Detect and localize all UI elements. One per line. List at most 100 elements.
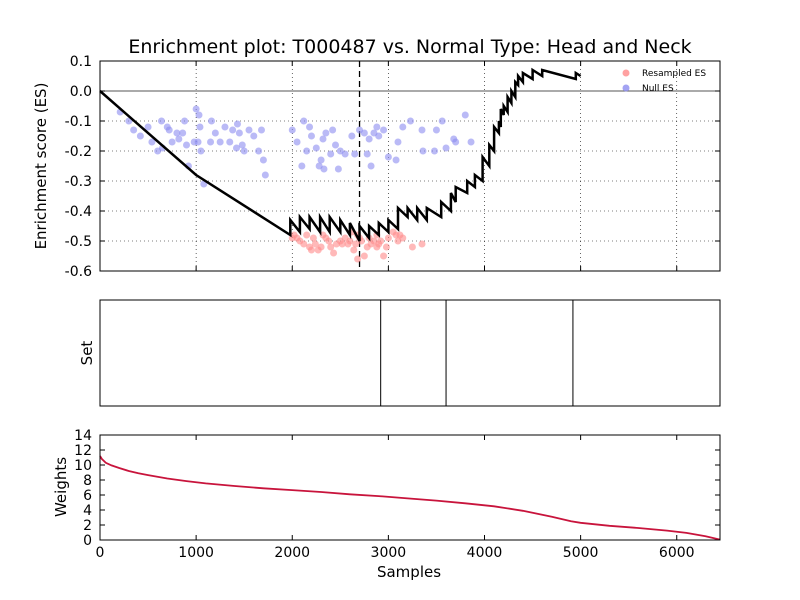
null-es-point (229, 126, 237, 134)
null-es-point (168, 138, 176, 146)
null-es-point (183, 141, 191, 149)
null-es-point (317, 156, 325, 164)
weights-y-tick-label: 10 (74, 458, 92, 474)
weights-y-tick-label: 6 (83, 488, 92, 504)
es-curve-line (99, 67, 582, 242)
resampled-es-point (325, 237, 333, 245)
resampled-es-point (338, 240, 346, 248)
null-es-point (363, 150, 371, 158)
null-es-point (221, 123, 229, 131)
null-es-point (452, 138, 460, 146)
null-es-point (232, 144, 240, 152)
weights-y-tick-label: 4 (83, 503, 92, 519)
es-y-tick-label: 0.0 (70, 84, 92, 100)
null-es-point (255, 147, 263, 155)
null-es-point (438, 117, 446, 125)
legend-null-marker (622, 84, 630, 92)
resampled-es-point (300, 240, 308, 248)
null-es-point (293, 138, 301, 146)
weights-y-tick-label: 12 (74, 443, 92, 459)
null-es-point (307, 132, 315, 140)
null-es-point (384, 153, 392, 161)
null-es-point (179, 129, 187, 137)
null-es-point (181, 117, 189, 125)
weights-y-tick-label: 14 (74, 428, 92, 444)
null-es-point (367, 162, 375, 170)
x-tick-label: 2000 (274, 545, 310, 561)
null-es-point (399, 123, 407, 131)
resampled-es-point (382, 243, 390, 251)
weights-y-tick-label: 2 (83, 518, 92, 534)
null-es-point (373, 123, 381, 131)
null-es-point (341, 150, 349, 158)
weights-y-axis-label: Weights (52, 457, 70, 517)
resampled-es-point (317, 243, 325, 251)
resampled-es-point (327, 243, 335, 251)
legend-resampled-marker (622, 69, 630, 77)
null-es-point (195, 111, 203, 119)
es-y-axis-label: Enrichment score (ES) (32, 83, 50, 250)
null-es-point (130, 126, 138, 134)
resampled-es-point (399, 234, 407, 242)
resampled-es-point (350, 246, 358, 254)
null-es-point (192, 105, 200, 113)
null-es-point (197, 147, 205, 155)
x-tick-label: 0 (96, 545, 105, 561)
resampled-es-point (307, 246, 315, 254)
es-y-tick-label: -0.4 (65, 204, 92, 220)
null-es-point (261, 171, 269, 179)
null-es-point (306, 123, 314, 131)
null-es-point (158, 117, 166, 125)
x-tick-label: 4000 (467, 545, 503, 561)
null-es-point (365, 135, 373, 143)
null-es-point (196, 123, 204, 131)
null-es-point (165, 126, 173, 134)
null-es-point (238, 141, 246, 149)
resampled-es-point (360, 252, 368, 260)
null-es-point (461, 111, 469, 119)
es-y-tick-label: -0.5 (65, 234, 92, 250)
null-es-point (303, 147, 311, 155)
null-es-point (173, 129, 181, 137)
set-panel: Set (78, 299, 721, 407)
null-es-point (394, 138, 402, 146)
legend-null-label: Null ES (642, 84, 674, 94)
null-es-point (419, 147, 427, 155)
es-y-tick-label: -0.1 (65, 114, 92, 130)
resampled-es-point (346, 237, 354, 245)
resampled-es-point (418, 240, 426, 248)
resampled-es-point (311, 240, 319, 248)
es-y-tick-label: 0.1 (70, 54, 92, 70)
weights-line (99, 455, 721, 541)
resampled-es-point (408, 243, 416, 251)
null-es-point (319, 135, 327, 143)
null-es-point (216, 138, 224, 146)
es-plot-frame (99, 60, 721, 272)
x-tick-label: 1000 (178, 545, 214, 561)
x-axis-label: Samples (377, 563, 441, 581)
es-y-tick-label: -0.2 (65, 144, 92, 160)
null-es-point (259, 156, 267, 164)
null-es-point (194, 138, 202, 146)
null-es-point (351, 150, 359, 158)
null-es-point (327, 150, 335, 158)
es-y-tick-label: -0.6 (65, 264, 92, 280)
null-es-point (175, 135, 183, 143)
x-tick-label: 5000 (563, 545, 599, 561)
null-es-point (432, 126, 440, 134)
null-es-point (380, 126, 388, 134)
null-es-point (245, 126, 253, 134)
null-es-point (144, 123, 152, 131)
set-plot-frame (99, 299, 721, 407)
resampled-es-point (303, 231, 311, 239)
null-es-point (136, 132, 144, 140)
null-es-point (442, 144, 450, 152)
resampled-es-point (384, 234, 392, 242)
weights-y-tick-label: 8 (83, 473, 92, 489)
x-tick-label: 3000 (371, 545, 407, 561)
null-es-point (329, 126, 337, 134)
null-es-point (226, 138, 234, 146)
null-es-point (250, 132, 258, 140)
chart-title: Enrichment plot: T000487 vs. Normal Type… (128, 36, 691, 58)
